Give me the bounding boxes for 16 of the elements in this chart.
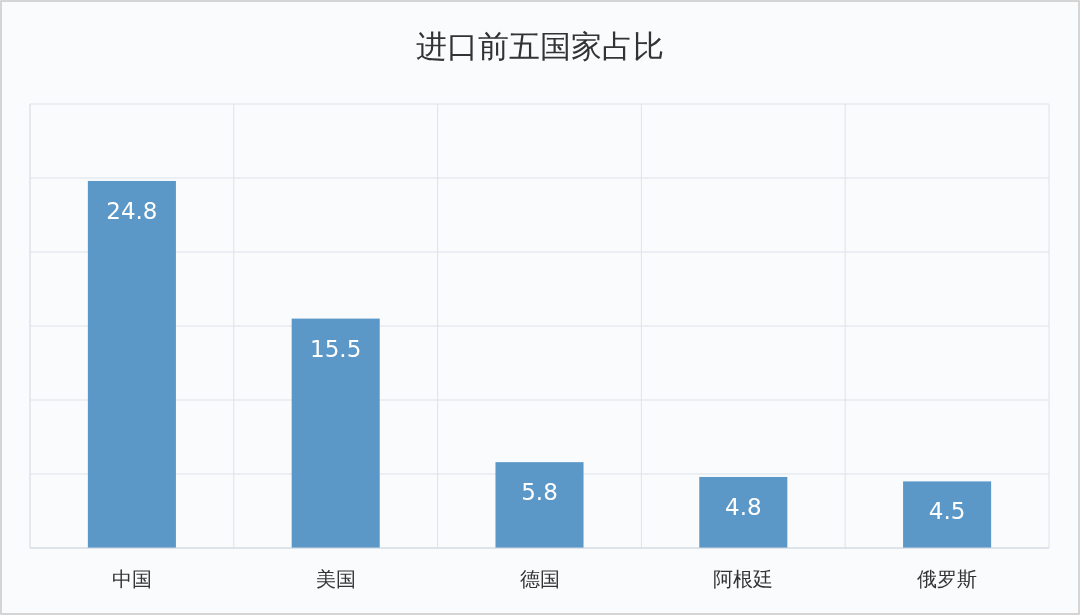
bar — [903, 481, 992, 548]
data-label: 24.8 — [106, 197, 158, 224]
x-tick-label: 德国 — [519, 567, 560, 591]
data-label: 5.8 — [521, 479, 558, 506]
bar — [495, 462, 584, 548]
bar — [87, 180, 176, 548]
x-tick-label: 中国 — [111, 567, 152, 591]
chart-title: 进口前五国家占比 — [416, 28, 664, 64]
x-tick-label: 阿根廷 — [713, 567, 774, 591]
x-tick-label: 俄罗斯 — [917, 567, 978, 591]
x-tick-label: 美国 — [315, 567, 356, 591]
bar — [699, 476, 788, 548]
data-label: 15.5 — [310, 335, 362, 362]
data-label: 4.5 — [928, 498, 966, 525]
data-label: 4.8 — [725, 493, 762, 520]
bar — [291, 318, 380, 548]
